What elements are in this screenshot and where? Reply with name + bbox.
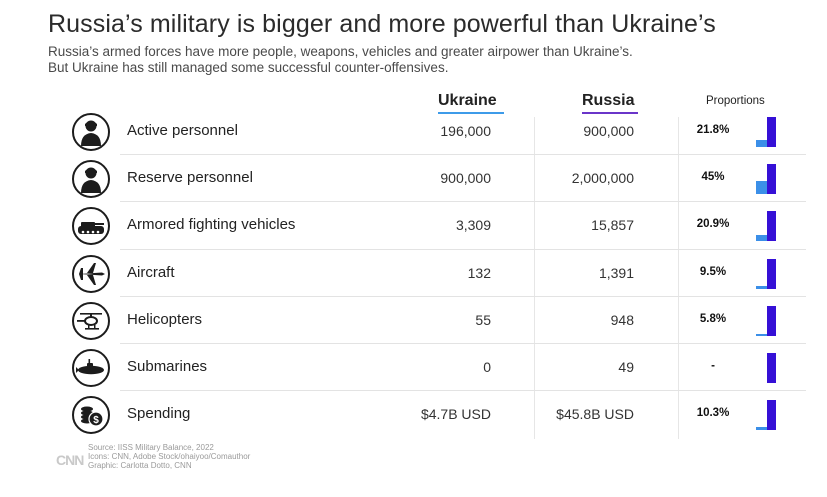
proportion-bars — [753, 258, 777, 289]
column-header-russia-label: Russia — [582, 92, 635, 109]
table-row: Armored fighting vehicles 3,309 15,857 20.9… — [0, 202, 827, 249]
subtitle-line-1: Russia’s armed forces have more people, … — [48, 44, 633, 59]
submarine-icon — [72, 349, 110, 387]
row-divider — [120, 154, 806, 156]
row-divider — [120, 201, 806, 203]
column-header-proportions: Proportions — [706, 95, 765, 107]
ukraine-value: 0 — [483, 359, 491, 375]
row-label: Aircraft — [127, 263, 175, 281]
table-row: Helicopters 55 948 5.8% — [0, 297, 827, 344]
table-row: Submarines 0 49 - — [0, 344, 827, 391]
row-label: Submarines — [127, 358, 208, 375]
ukraine-value: 196,000 — [440, 123, 491, 139]
ukraine-bar — [756, 427, 767, 431]
table-row: Reserve personnel 900,000 2,000,000 45% — [0, 155, 827, 202]
ukraine-value: $4.7B USD — [420, 406, 491, 423]
column-divider — [534, 117, 535, 439]
proportion-value: - — [711, 360, 715, 372]
column-header-russia: Russia — [582, 92, 638, 114]
ukraine-bar — [756, 285, 767, 289]
proportion-value: 10.3% — [696, 407, 730, 420]
row-label: Helicopters — [127, 310, 203, 328]
proportion-value: 21.8% — [696, 124, 730, 136]
proportion-bars — [753, 353, 777, 383]
table-row: $ Spending $4.7B USD $45.8B USD 10.3% — [0, 391, 827, 438]
ukraine-value: 132 — [467, 264, 491, 281]
russia-value: 900,000 — [583, 123, 634, 139]
russia-bar — [767, 211, 776, 242]
ukraine-bar — [756, 334, 767, 336]
footer-graphic-credit: Graphic: Carlotta Dotto, CNN — [88, 461, 192, 470]
ukraine-value: 3,309 — [455, 217, 491, 234]
russia-bar — [767, 164, 776, 195]
row-label: Reserve personnel — [127, 169, 253, 187]
ukraine-bar — [756, 180, 767, 195]
russia-value: $45.8B USD — [556, 406, 634, 423]
proportion-bars — [753, 117, 777, 147]
row-divider — [120, 248, 806, 250]
row-divider — [120, 343, 806, 344]
russia-bar — [767, 353, 776, 383]
proportion-bars — [753, 400, 777, 431]
proportion-value: 5.8% — [699, 312, 727, 325]
footer-icons-credit: Icons: CNN, Adobe Stock/ohaiyoo/Comautho… — [88, 452, 251, 461]
proportion-value: 20.9% — [696, 218, 730, 231]
russia-bar — [767, 258, 776, 289]
column-divider — [678, 117, 679, 439]
row-label: Active personnel — [127, 122, 238, 139]
russia-value: 15,857 — [591, 217, 634, 234]
column-header-ukraine-label: Ukraine — [438, 92, 497, 109]
row-label: Spending — [127, 405, 191, 423]
ukraine-bar — [756, 140, 767, 147]
tank-icon — [72, 207, 110, 246]
column-header-ukraine: Ukraine — [438, 92, 504, 114]
cnn-logo: CNN — [56, 452, 84, 468]
row-divider — [120, 295, 806, 297]
soldier-icon — [72, 160, 110, 199]
svg-text:$: $ — [93, 415, 99, 426]
row-label: Armored fighting vehicles — [127, 216, 296, 234]
money-icon: $ — [72, 396, 110, 435]
chart-subtitle: Russia’s armed forces have more people, … — [48, 44, 768, 76]
fighter-jet-icon — [72, 254, 110, 293]
footer-credits: Source: IISS Military Balance, 2022 Icon… — [88, 443, 250, 470]
ukraine-underline — [438, 112, 504, 114]
table-row: Active personnel 196,000 900,000 21.8% — [0, 108, 827, 155]
russia-bar — [767, 305, 776, 336]
helicopter-icon — [72, 301, 110, 340]
table-row: Aircraft 132 1,391 9.5% — [0, 250, 827, 297]
russia-value: 948 — [610, 311, 634, 328]
row-divider — [120, 390, 806, 392]
russia-value: 2,000,000 — [571, 170, 634, 187]
chart-title: Russia’s military is bigger and more pow… — [48, 10, 716, 38]
proportion-bars — [753, 211, 777, 242]
ukraine-value: 55 — [475, 311, 491, 328]
proportion-bars — [753, 305, 777, 336]
ukraine-value: 900,000 — [440, 170, 491, 187]
proportion-value: 9.5% — [699, 265, 727, 278]
russia-value: 49 — [618, 359, 634, 375]
subtitle-line-2: But Ukraine has still managed some succe… — [48, 60, 449, 75]
ukraine-bar — [756, 235, 767, 242]
proportion-value: 45% — [701, 171, 725, 184]
footer-source: Source: IISS Military Balance, 2022 — [88, 443, 214, 452]
russia-bar — [767, 117, 776, 147]
russia-underline — [582, 112, 638, 114]
russia-bar — [767, 400, 776, 431]
russia-value: 1,391 — [598, 264, 634, 281]
soldier-icon — [72, 113, 110, 151]
proportion-bars — [753, 164, 777, 195]
